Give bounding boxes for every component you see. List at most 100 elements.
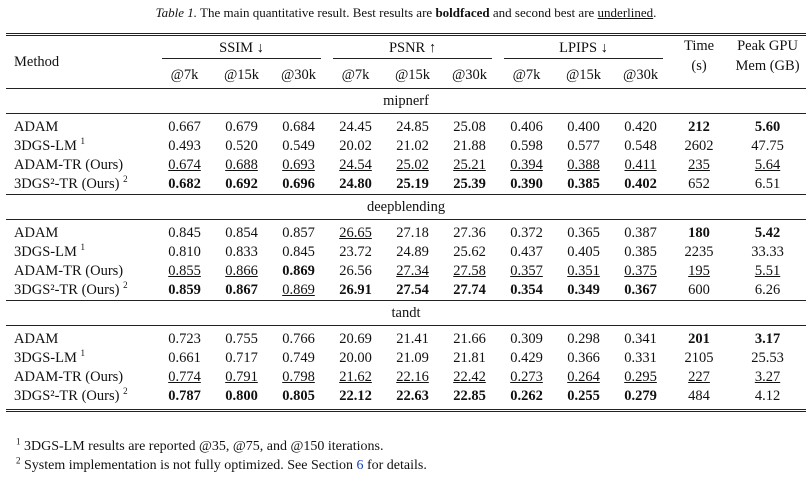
header-sub: @30k [451,66,488,83]
footnote-mark: 2 [123,174,128,185]
value-cell: 24.89 [384,243,441,262]
value-cell: 22.16 [384,368,441,387]
value: 27.74 [453,282,486,298]
value: 6.26 [754,282,781,298]
value-cell: 0.309 [498,326,555,350]
method-name: ADAM-TR (Ours) [14,263,124,279]
value-cell: 0.394 [498,156,555,175]
value: 0.774 [168,369,201,385]
value-cell: 2602 [669,137,729,156]
value: 20.02 [339,138,372,154]
method-cell: ADAM-TR (Ours) [6,156,156,175]
value-cell: 26.91 [327,281,384,301]
value-cell: 0.255 [555,387,613,412]
method-name: 3DGS²-TR (Ours) [14,176,120,192]
value-cell: 0.429 [498,349,555,368]
value-cell: 25.53 [729,349,806,368]
value: 24.54 [339,157,372,173]
value-cell: 24.80 [327,175,384,195]
value: 0.577 [567,138,600,154]
value: 3.27 [754,369,781,385]
header-group: PSNR ↑ [327,33,499,62]
value: 0.365 [567,225,600,241]
value: 0.387 [624,225,657,241]
caption-text: boldfaced [435,5,490,20]
caption: Table 1. The main quantitative result. B… [0,5,812,21]
value: 0.845 [282,244,315,260]
value: 0.682 [168,176,201,192]
value-cell: 0.437 [498,243,555,262]
header-sub: @30k [622,66,659,83]
value: 27.58 [453,263,486,279]
caption-text: and second best are [489,5,598,20]
method-cell: 3DGS²-TR (Ours) 2 [6,387,156,412]
value: 0.845 [168,225,201,241]
value-cell: 0.866 [213,262,270,281]
value-cell: 652 [669,175,729,195]
header-sub: @7k [341,66,370,83]
value-cell: 0.341 [612,326,669,350]
value-cell: 27.74 [441,281,498,301]
value-cell: 201 [669,326,729,350]
value: 0.791 [225,369,258,385]
section-row: deepblending [6,194,807,220]
caption-text: The main quantitative result. Best resul… [200,5,436,20]
value: 652 [688,176,710,192]
value: 0.674 [168,157,201,173]
value-cell: 20.69 [327,326,384,350]
value: 0.869 [282,263,315,279]
value-cell: 47.75 [729,137,806,156]
value-cell: 0.854 [213,220,270,244]
method-cell: 3DGS-LM 1 [6,137,156,156]
value: 195 [688,263,710,279]
value-cell: 24.45 [327,114,384,138]
value: 20.69 [339,331,372,347]
value: 21.41 [396,331,429,347]
value-cell: 27.34 [384,262,441,281]
value-cell: 0.405 [555,243,612,262]
value-cell: 235 [669,156,729,175]
value-cell: 0.264 [555,368,612,387]
value: 26.91 [339,282,372,298]
value-cell: 0.688 [213,156,270,175]
value-cell: 5.64 [729,156,806,175]
footnote-text: 6 [356,458,364,473]
value-cell: 0.766 [270,326,327,350]
value: 0.255 [567,388,600,404]
method-name: ADAM [14,331,59,347]
value-cell: 25.19 [384,175,441,195]
value-cell: 22.63 [384,387,442,412]
value: 0.867 [225,282,258,298]
value-cell: 20.00 [327,349,384,368]
value-cell: 22.42 [441,368,498,387]
value-cell: 0.400 [555,114,612,138]
value: 25.02 [396,157,429,173]
value-cell: 4.12 [729,387,807,412]
footnote-text: 3DGS-LM results are reported @35, @75, a… [24,439,384,454]
footnote-mark: 1 [80,348,85,359]
value: 0.696 [282,176,315,192]
value: 27.34 [396,263,429,279]
value-cell: 0.787 [156,387,213,412]
value: 0.755 [225,331,258,347]
value: 0.385 [624,244,657,260]
value: 0.354 [510,282,543,298]
value-cell: 0.717 [213,349,270,368]
value-cell: 0.365 [555,220,612,244]
value: 0.798 [282,369,315,385]
method-name: ADAM [14,225,59,241]
value: 5.42 [754,225,781,241]
value: 0.273 [510,369,543,385]
value-cell: 0.298 [555,326,612,350]
value-cell: 180 [669,220,729,244]
data-row: 3DGS²-TR (Ours) 2 0.787 0.800 0.805 22.12 22.… [6,387,807,412]
header-sub: @15k [394,66,431,83]
value-cell: 0.262 [498,387,556,412]
value: 0.420 [624,119,657,135]
value: 0.855 [168,263,201,279]
method-cell: ADAM-TR (Ours) [6,262,156,281]
value: 0.375 [624,263,657,279]
value: 0.357 [510,263,543,279]
value-cell: 21.02 [384,137,441,156]
